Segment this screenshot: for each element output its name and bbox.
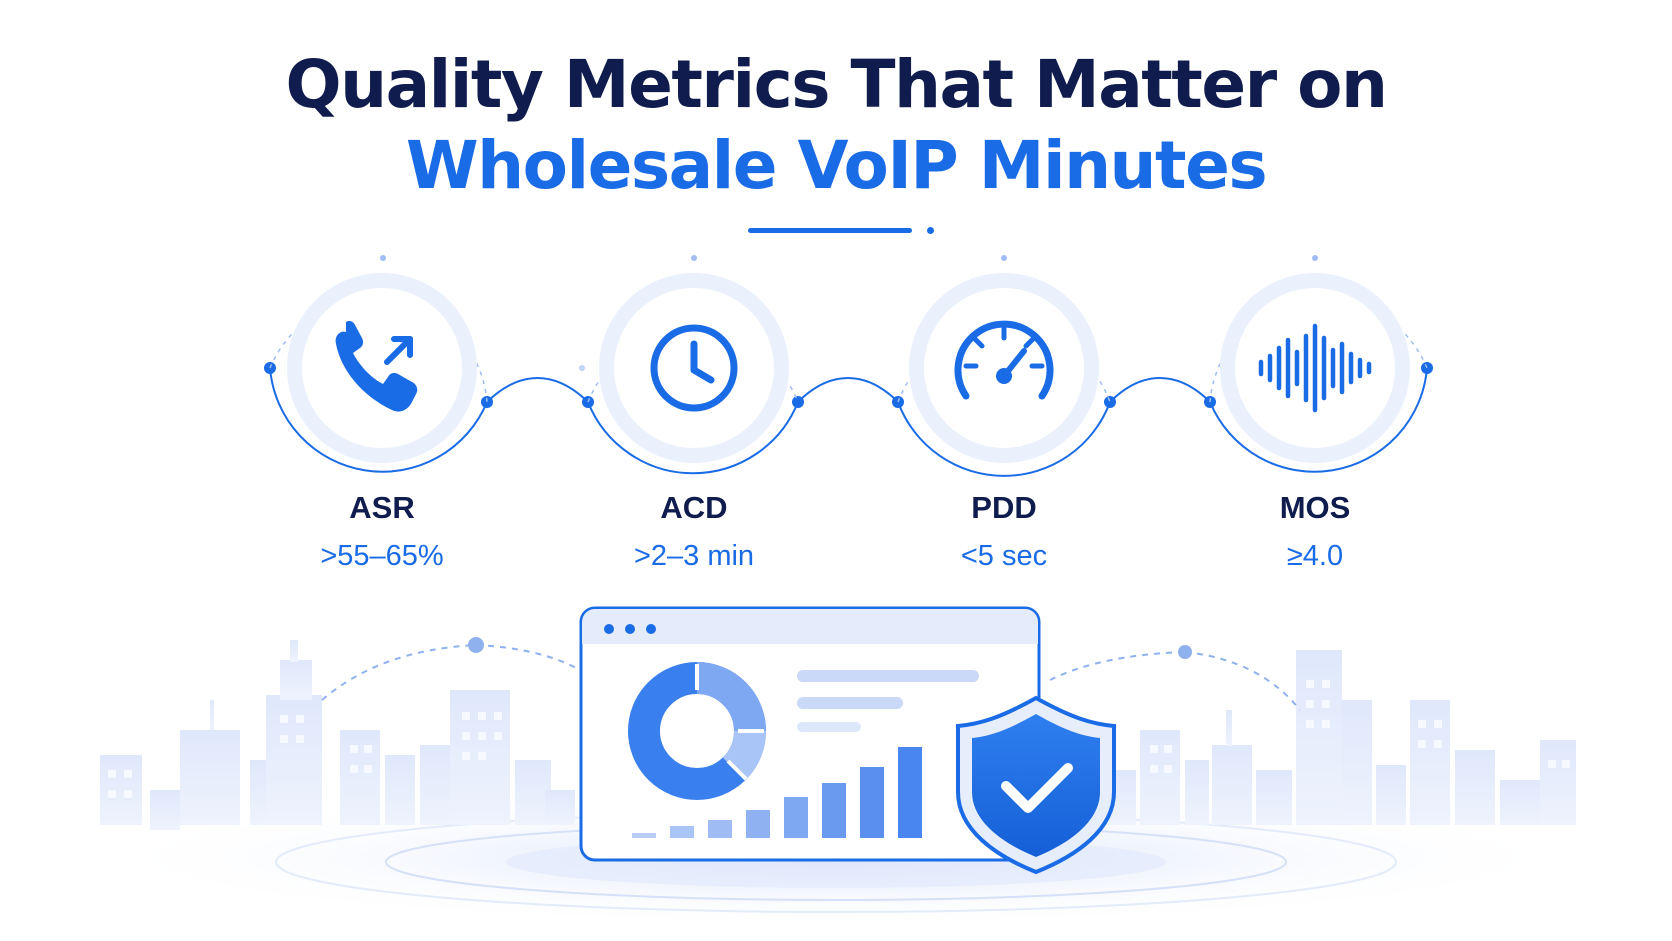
title-line-2: Wholesale VoIP Minutes	[405, 127, 1268, 204]
title-line-1: Quality Metrics That Matter on	[285, 46, 1388, 123]
browser-dashboard-illustration	[579, 606, 1041, 862]
metric-name-mos: MOS	[1279, 490, 1351, 525]
metric-name-pdd: PDD	[971, 490, 1037, 525]
speedometer-icon	[954, 320, 1054, 400]
city-windows-left	[108, 712, 502, 798]
metric-name-acd: ACD	[660, 490, 728, 525]
connector-arcs-bottom	[321, 644, 1301, 711]
donut-chart-graphic	[628, 662, 767, 800]
metric-circle-acd	[579, 255, 799, 475]
metric-value-acd: >2–3 min	[633, 540, 755, 572]
city-skyline-left	[100, 640, 575, 830]
metric-connectors	[486, 377, 1211, 403]
city-skyline-right	[1100, 650, 1576, 825]
city-windows-right	[1150, 680, 1570, 773]
bar-graph-graphic	[632, 747, 922, 838]
sound-wave-icon	[1258, 323, 1372, 413]
metric-circle-pdd	[897, 255, 1111, 477]
metric-circle-asr	[269, 255, 488, 473]
metric-value-asr: >55–65%	[320, 540, 444, 572]
connector-node-right	[1178, 645, 1192, 659]
metric-circle-mos	[1209, 255, 1428, 473]
connector-node-left	[468, 637, 484, 653]
title-divider-bar	[748, 228, 912, 233]
shield-check-icon	[956, 695, 1116, 875]
phone-outgoing-icon	[335, 321, 418, 412]
metric-value-pdd: <5 sec	[960, 540, 1048, 572]
metric-value-mos: ≥4.0	[1286, 540, 1344, 572]
connector-dots	[264, 362, 1433, 408]
metric-name-asr: ASR	[349, 490, 415, 525]
title-divider-dot	[927, 227, 934, 234]
clock-icon	[650, 324, 738, 412]
